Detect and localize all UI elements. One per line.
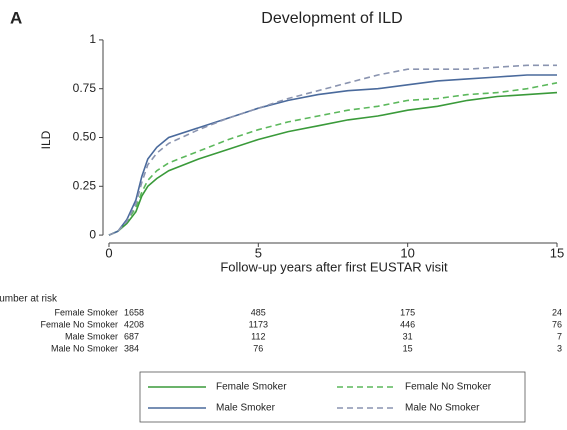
legend-label: Male Smoker bbox=[216, 403, 276, 414]
legend-label: Female Smoker bbox=[216, 382, 287, 393]
risk-row-label: Male No Smoker bbox=[51, 343, 118, 353]
risk-row-label: Female No Smoker bbox=[40, 319, 118, 329]
series-line bbox=[108, 82, 558, 236]
risk-value: 76 bbox=[552, 319, 562, 329]
risk-value: 446 bbox=[400, 319, 415, 329]
risk-value: 485 bbox=[251, 307, 266, 317]
risk-table-title: Number at risk bbox=[0, 294, 58, 305]
y-tick-label: 0.75 bbox=[73, 81, 97, 95]
risk-value: 384 bbox=[124, 343, 139, 353]
risk-value: 1658 bbox=[124, 307, 144, 317]
x-axis-label: Follow-up years after first EUSTAR visit bbox=[220, 259, 448, 274]
risk-value: 1173 bbox=[249, 319, 268, 329]
legend-label: Female No Smoker bbox=[405, 382, 492, 393]
x-tick-label: 0 bbox=[105, 245, 112, 260]
risk-value: 7 bbox=[557, 331, 562, 341]
risk-value: 112 bbox=[251, 331, 265, 341]
risk-value: 175 bbox=[400, 307, 415, 317]
risk-value: 31 bbox=[403, 331, 413, 341]
risk-row-label: Female Smoker bbox=[54, 307, 118, 317]
legend-label: Male No Smoker bbox=[405, 403, 480, 414]
series-line bbox=[108, 74, 557, 236]
y-tick-label: 0.50 bbox=[73, 130, 97, 144]
x-tick-label: 15 bbox=[550, 245, 564, 260]
y-tick-label: 1 bbox=[89, 32, 96, 46]
risk-value: 4208 bbox=[124, 319, 144, 329]
risk-value: 687 bbox=[124, 331, 139, 341]
y-tick-label: 0.25 bbox=[73, 178, 97, 192]
legend-box bbox=[139, 371, 526, 423]
risk-value: 3 bbox=[557, 343, 562, 353]
x-tick-label: 5 bbox=[255, 245, 262, 260]
x-tick-label: 10 bbox=[400, 245, 414, 260]
series-line bbox=[108, 91, 558, 236]
series-line bbox=[108, 64, 557, 236]
panel-label: A bbox=[10, 8, 22, 27]
risk-row-label: Male Smoker bbox=[65, 331, 118, 341]
risk-value: 15 bbox=[403, 343, 413, 353]
risk-value: 76 bbox=[253, 343, 263, 353]
chart-title: Development of ILD bbox=[261, 10, 402, 27]
y-axis-label: ILD bbox=[39, 130, 53, 149]
y-tick-label: 0 bbox=[89, 227, 96, 241]
risk-value: 24 bbox=[552, 307, 562, 317]
